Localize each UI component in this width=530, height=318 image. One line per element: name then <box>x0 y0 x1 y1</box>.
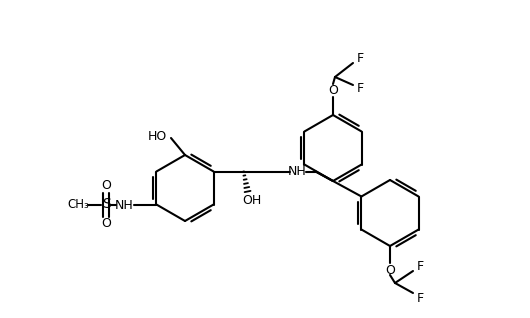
Text: O: O <box>101 179 111 192</box>
Text: F: F <box>357 52 364 66</box>
Text: O: O <box>328 84 338 96</box>
Text: O: O <box>101 217 111 230</box>
Text: S: S <box>102 197 111 211</box>
Text: HO: HO <box>147 129 166 142</box>
Text: F: F <box>417 292 423 305</box>
Text: O: O <box>385 264 395 276</box>
Text: F: F <box>357 82 364 95</box>
Text: NH: NH <box>115 199 134 212</box>
Text: OH: OH <box>242 194 261 207</box>
Text: CH₃: CH₃ <box>67 198 89 211</box>
Text: F: F <box>417 260 423 273</box>
Text: NH: NH <box>288 165 307 178</box>
